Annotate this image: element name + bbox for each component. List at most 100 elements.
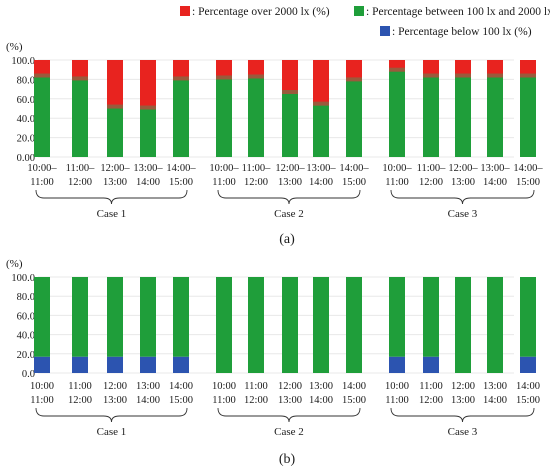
panel-a-bar-over-segment <box>248 60 264 77</box>
panel-b-label: (b) <box>279 452 296 467</box>
panel-b-y-unit: (%) <box>6 258 23 270</box>
panel-a-bar-over-segment <box>423 60 439 76</box>
panel-a-bar-between-segment <box>520 75 536 157</box>
panel-b-case-label: Case 2 <box>274 426 304 438</box>
panel-a-bar-over-segment <box>34 60 50 76</box>
panel-a-y-tick-label: 20.0 <box>17 134 35 145</box>
panel-a-x-tick-label: 10:00– <box>209 163 239 174</box>
panel-a-bar-over-segment <box>520 60 536 76</box>
panel-a-bar-between-segment <box>313 103 329 157</box>
panel-a-x-tick-label: 15:00 <box>516 177 540 188</box>
panel-a-y-ticks: 0.00 20.0 40.0 60.0 80.0 100.0 <box>11 56 35 164</box>
panel-a-x-tick-label: 15:00 <box>342 177 366 188</box>
panel-a-x-tick-label: 14:00– <box>513 163 543 174</box>
panel-a-bar-between-segment <box>216 77 232 157</box>
panel-a-y-tick-label: 40.0 <box>17 114 35 125</box>
panel-b-bars <box>34 277 536 373</box>
panel-a-y-tick-label: 0.00 <box>17 153 35 164</box>
panel-b-bar-between-segment <box>423 277 439 357</box>
panel-a-case-label: Case 2 <box>274 208 304 220</box>
panel-a-y-tick-label: 80.0 <box>17 75 35 86</box>
panel-a-case-brace <box>35 189 188 205</box>
panel-a-bar-transition-band <box>216 75 232 80</box>
panel-a-x-tick-label: 11:00– <box>242 163 272 174</box>
panel-a-x-tick-label: 14:00 <box>483 177 507 188</box>
panel-a-bar-between-segment <box>72 78 88 157</box>
panel-b-bar-below-segment <box>520 356 536 373</box>
panel-b-bar-between-segment <box>313 277 329 373</box>
panel-a-bar-transition-band <box>455 73 471 78</box>
panel-a-bar-transition-band <box>173 76 189 81</box>
panel-b-bar-between-segment <box>455 277 471 373</box>
panel-b-bar-below-segment <box>389 356 405 373</box>
panel-a-bar-over-segment <box>173 60 189 79</box>
panel-b-case-brace <box>35 407 188 423</box>
panel-a-case-label: Case 1 <box>97 208 127 220</box>
panel-b-x-tick-label: 13:00 <box>309 381 333 392</box>
panel-b-bar-below-segment <box>72 356 88 373</box>
panel-a-bar-transition-band <box>107 104 123 109</box>
panel-b-bar-below-segment <box>140 356 156 373</box>
panel-a-x-tick-label: 15:00 <box>169 177 193 188</box>
panel-b-x-tick-label: 12:00 <box>68 395 92 406</box>
panel-b-case-groups: Case 1 Case 2 Case 3 <box>35 407 535 438</box>
panel-a-x-tick-label: 12:00 <box>68 177 92 188</box>
panel-b-x-tick-label: 14:00 <box>169 381 193 392</box>
panel-a-x-tick-label: 13:00 <box>451 177 475 188</box>
panel-b-x-tick-label: 10:00 <box>212 381 236 392</box>
panel-a-bar-between-segment <box>248 76 264 157</box>
panel-a-bar-transition-band <box>248 74 264 79</box>
panel-a-bar-transition-band <box>423 73 439 78</box>
panel-b-y-tick-label: 100.0 <box>11 273 35 284</box>
panel-b-case-brace <box>390 407 535 423</box>
panel-b-y-tick-label: 20.0 <box>17 350 35 361</box>
panel-b-x-tick-label: 11:00 <box>212 395 236 406</box>
panel-a-bar-between-segment <box>107 106 123 157</box>
panel-a-x-tick-label: 10:00– <box>27 163 57 174</box>
legend: : Percentage over 2000 lx (%) : Percenta… <box>180 6 550 38</box>
panel-a-bar-transition-band <box>520 73 536 78</box>
panel-a-x-tick-label: 11:00 <box>30 177 54 188</box>
panel-a-bar-transition-band <box>313 101 329 106</box>
panel-a-case-brace <box>390 189 535 205</box>
panel-b-x-tick-label: 12:00 <box>419 395 443 406</box>
legend-swatch-over <box>180 6 190 16</box>
panel-a-x-tick-label: 14:00 <box>309 177 333 188</box>
legend-label-over: : Percentage over 2000 lx (%) <box>192 6 330 18</box>
panel-b-x-tick-label: 13:00 <box>103 395 127 406</box>
panel-a-bar-between-segment <box>455 75 471 157</box>
panel-a-bar-over-segment <box>346 60 362 80</box>
panel-b-x-tick-label: 13:00 <box>136 381 160 392</box>
panel-a-bar-over-segment <box>389 60 405 70</box>
panel-b-y-tick-label: 60.0 <box>17 311 35 322</box>
panel-a-x-tick-label: 13:00– <box>306 163 336 174</box>
panel-a-bar-transition-band <box>140 105 156 110</box>
panel-a-bar-between-segment <box>389 69 405 157</box>
legend-label-between: : Percentage between 100 lx and 2000 lx … <box>366 6 550 18</box>
panel-a-bar-over-segment <box>216 60 232 78</box>
panel-b-bar-between-segment <box>346 277 362 373</box>
panel-a-bar-transition-band <box>72 76 88 81</box>
panel-a-x-tick-label: 12:00 <box>419 177 443 188</box>
panel-b-bar-between-segment <box>487 277 503 373</box>
panel-b-x-tick-label: 13:00 <box>483 381 507 392</box>
panel-a-x-tick-label: 13:00– <box>133 163 163 174</box>
panel-a-bar-over-segment <box>72 60 88 79</box>
panel-a-x-tick-label: 11:00 <box>385 177 409 188</box>
panel-a-bar-between-segment <box>282 92 298 157</box>
panel-b-bar-between-segment <box>107 277 123 357</box>
panel-a-y-tick-label: 60.0 <box>17 95 35 106</box>
panel-b-case-label: Case 1 <box>97 426 127 438</box>
panel-a-bar-between-segment <box>173 78 189 157</box>
panel-a-x-tick-label: 11:00– <box>417 163 447 174</box>
panel-b-bar-below-segment <box>107 356 123 373</box>
panel-a-x-tick-label: 13:00 <box>278 177 302 188</box>
panel-b-x-tick-label: 11:00 <box>244 381 268 392</box>
panel-a-x-tick-label: 11:00 <box>212 177 236 188</box>
panel-a-x-tick-label: 14:00 <box>136 177 160 188</box>
panel-b-bar-between-segment <box>140 277 156 357</box>
panel-b-x-ticks: 10:00 11:00 11:00 12:00 12:00 13:00 13:00 14:00… <box>30 381 540 406</box>
panel-a-x-tick-label: 12:00– <box>275 163 305 174</box>
